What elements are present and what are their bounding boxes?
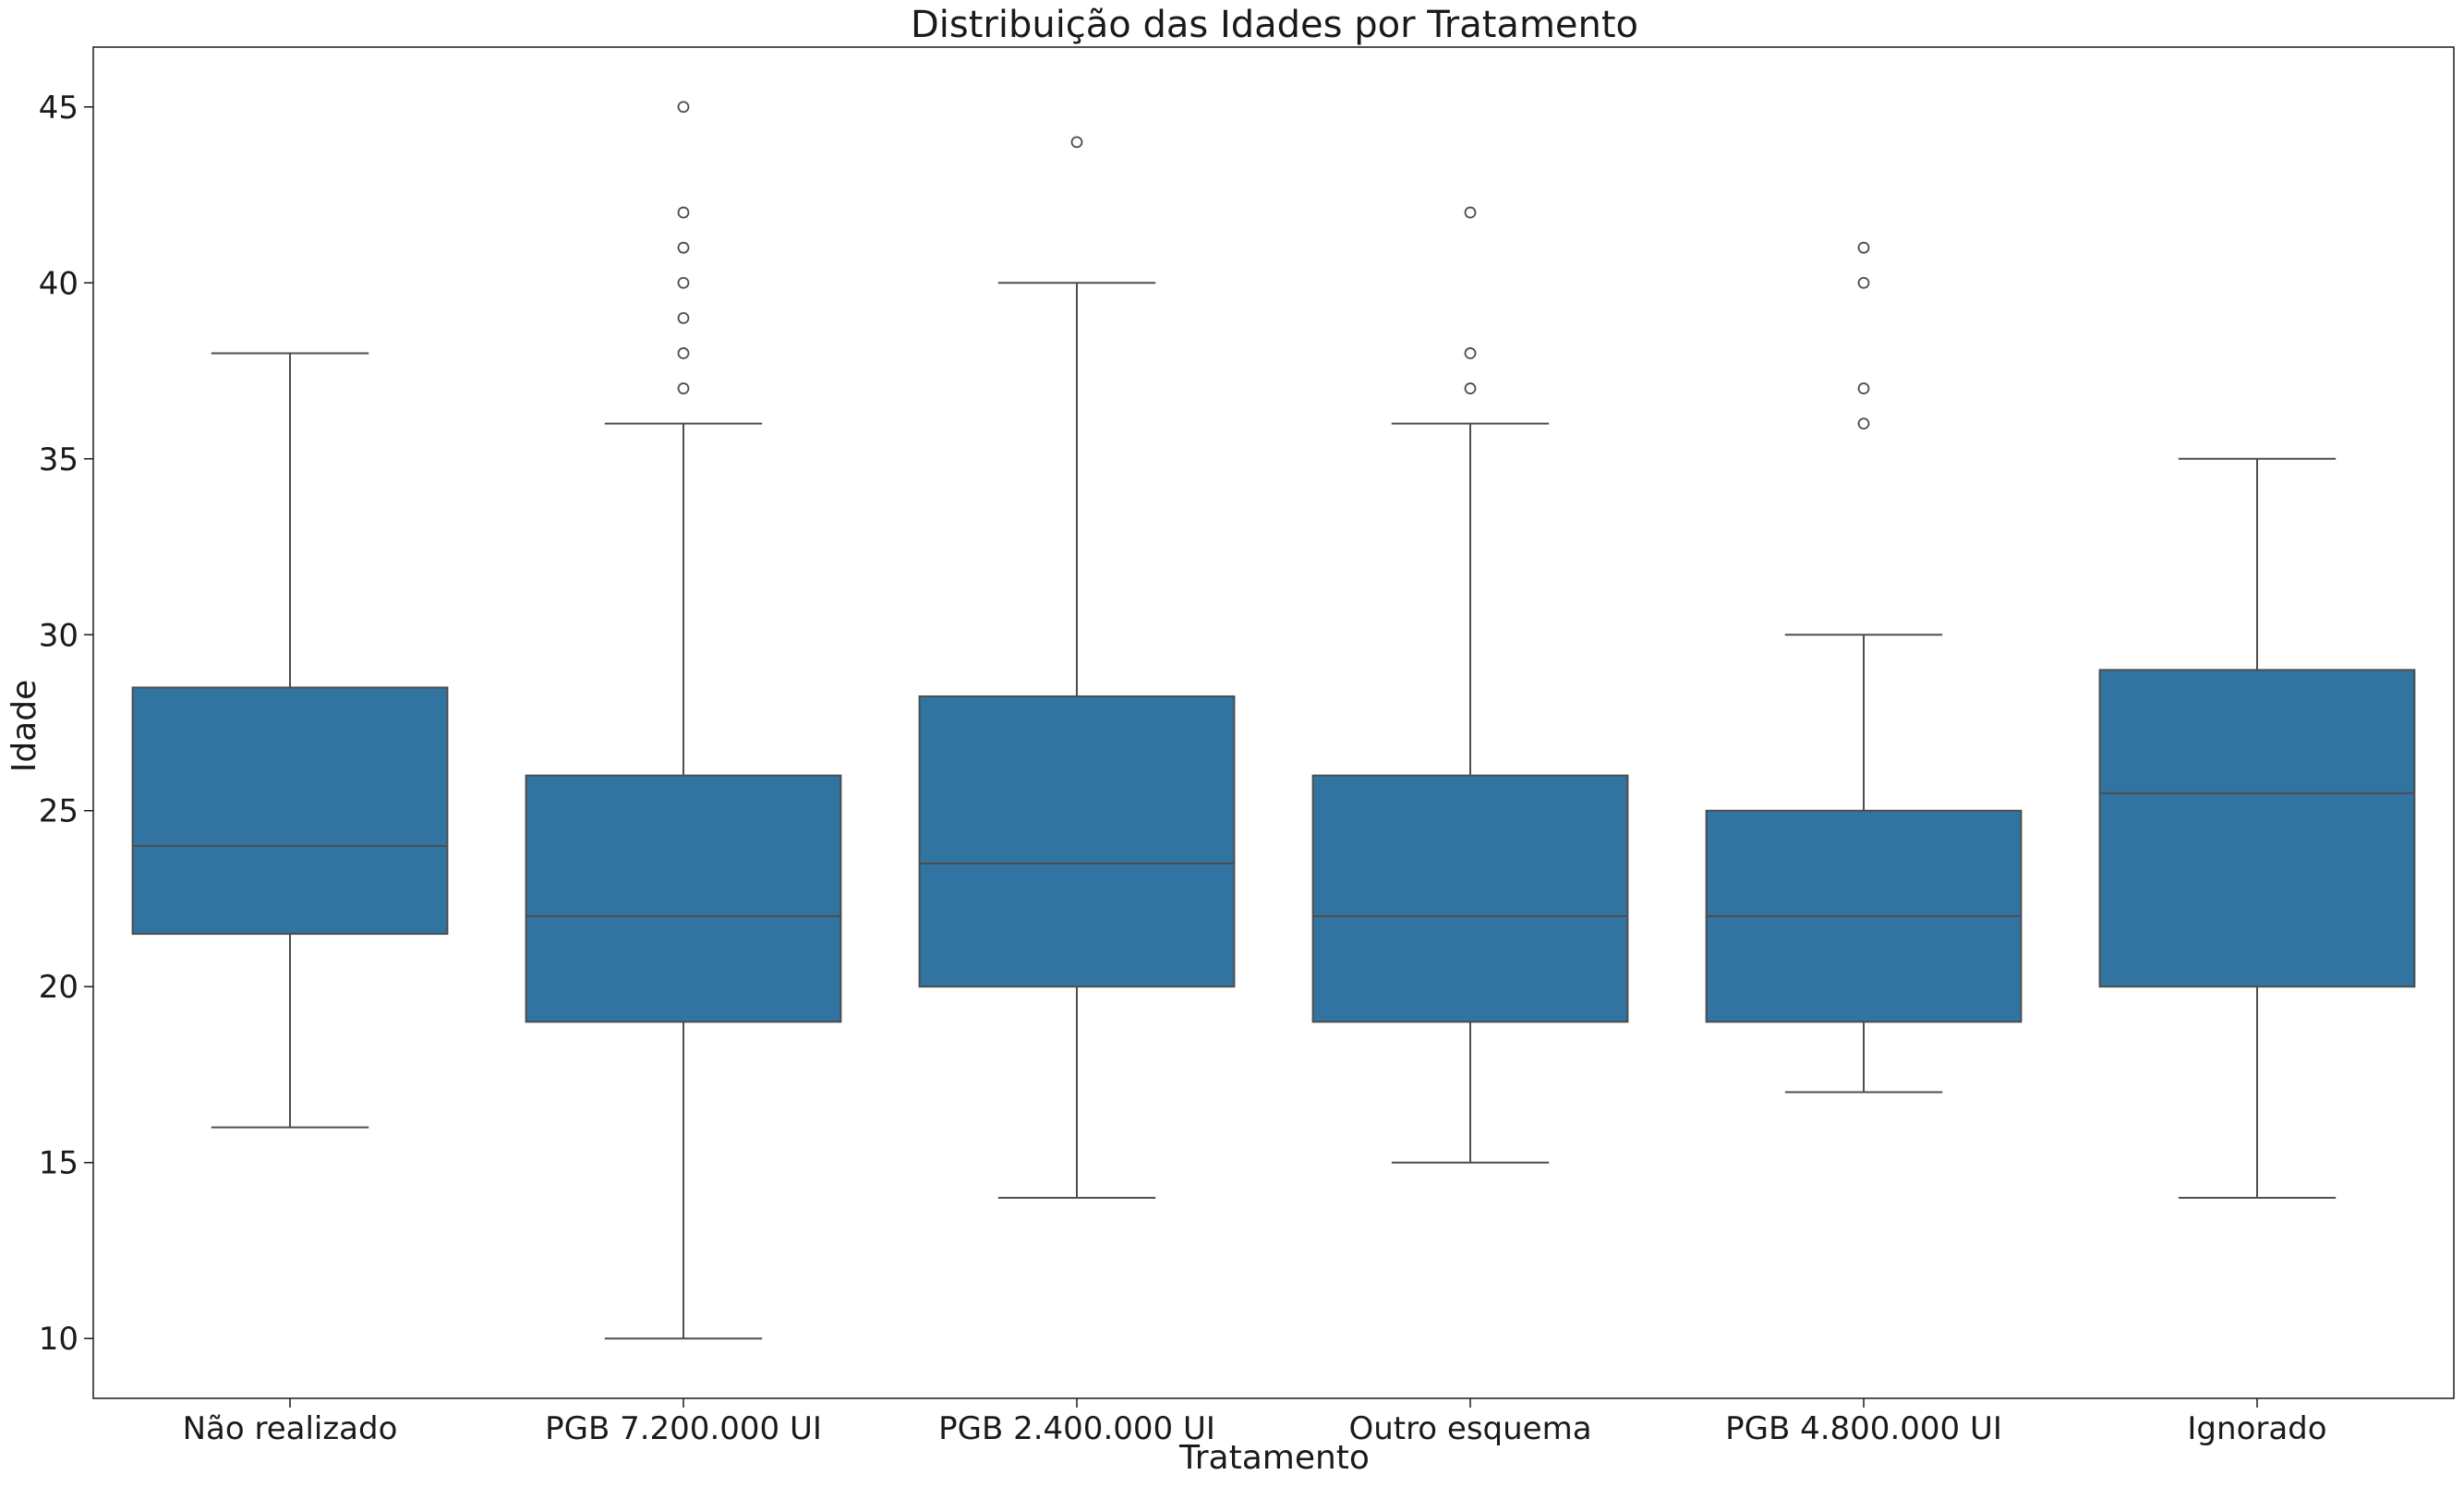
outlier-point — [1857, 241, 1870, 254]
box-group — [525, 101, 842, 1340]
y-tick-label: 45 — [39, 90, 79, 127]
box-iqr — [131, 686, 449, 936]
y-tick-label: 35 — [39, 441, 79, 478]
chart-title: Distribuição das Idades por Tratamento — [911, 4, 1638, 46]
outlier-point — [1857, 382, 1870, 394]
box-group — [131, 352, 449, 1129]
outlier-point — [1464, 347, 1477, 359]
y-tick-label: 40 — [39, 265, 79, 302]
outlier-point — [1464, 382, 1477, 394]
x-tick-label: Não realizado — [183, 1410, 398, 1447]
plot-frame — [92, 46, 2455, 1399]
plot-area — [131, 101, 2416, 1340]
outlier-point — [677, 241, 690, 254]
outlier-point — [677, 276, 690, 289]
box-iqr — [525, 774, 842, 1023]
outlier-point — [1857, 276, 1870, 289]
y-tick-label: 15 — [39, 1145, 79, 1182]
box-iqr — [2098, 669, 2416, 988]
x-tick-label: PGB 2.400.000 UI — [938, 1410, 1215, 1447]
x-tick-label: Ignorado — [2187, 1410, 2326, 1447]
x-tick-label: PGB 7.200.000 UI — [545, 1410, 822, 1447]
outlier-point — [677, 347, 690, 359]
outlier-point — [677, 101, 690, 114]
box-group — [1311, 206, 1629, 1164]
y-axis-label: Idade — [6, 680, 43, 773]
x-tick-label: PGB 4.800.000 UI — [1725, 1410, 2002, 1447]
box-group — [2098, 457, 2416, 1199]
box-group — [1705, 241, 2023, 1094]
box-iqr — [918, 695, 1236, 988]
x-axis: Não realizado PGB 7.200.000 UI PGB 2.400.0… — [183, 1398, 2327, 1447]
box-iqr — [1311, 774, 1629, 1023]
x-tick-label: Outro esquema — [1348, 1410, 1591, 1447]
y-tick-label: 20 — [39, 969, 79, 1006]
x-axis-label: Tratamento — [1178, 1439, 1370, 1477]
outlier-point — [1857, 417, 1870, 430]
outlier-point — [677, 206, 690, 219]
outlier-point — [677, 311, 690, 324]
outlier-point — [1464, 206, 1477, 219]
y-tick-label: 30 — [39, 617, 79, 654]
y-tick-label: 25 — [39, 793, 79, 830]
y-axis: 10 15 20 25 30 35 40 45 — [39, 90, 93, 1358]
box-group — [918, 136, 1236, 1199]
outlier-point — [677, 382, 690, 394]
y-tick-label: 10 — [39, 1321, 79, 1358]
outlier-point — [1070, 136, 1083, 149]
